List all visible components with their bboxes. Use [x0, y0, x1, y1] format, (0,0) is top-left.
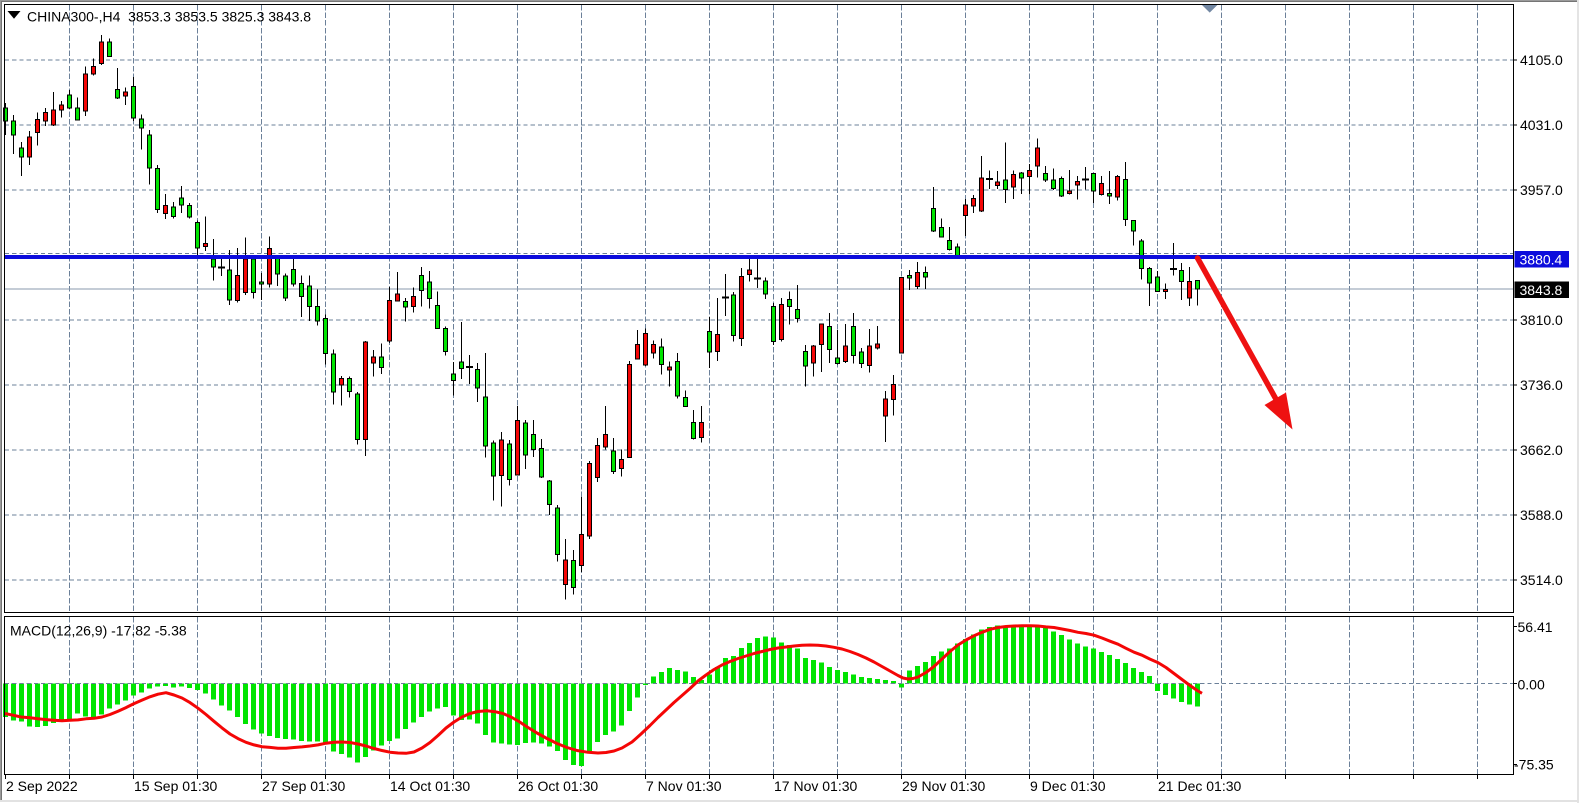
svg-text:4031.0: 4031.0	[1520, 117, 1563, 133]
svg-text:21 Dec 01:30: 21 Dec 01:30	[1158, 778, 1241, 794]
svg-text:CHINA300-,H4 3853.3 3853.5 38: CHINA300-,H4 3853.3 3853.5 3825.3 3843.8	[27, 9, 311, 25]
svg-text:26 Oct 01:30: 26 Oct 01:30	[518, 778, 598, 794]
svg-text:3957.0: 3957.0	[1520, 182, 1563, 198]
svg-text:-75.35: -75.35	[1514, 757, 1554, 773]
svg-text:27 Sep 01:30: 27 Sep 01:30	[262, 778, 346, 794]
svg-text:56.41: 56.41	[1518, 619, 1553, 635]
svg-text:MACD(12,26,9) -17.82 -5.38: MACD(12,26,9) -17.82 -5.38	[10, 623, 187, 639]
svg-text:3880.4: 3880.4	[1520, 251, 1563, 267]
svg-text:3736.0: 3736.0	[1520, 377, 1563, 393]
svg-text:3514.0: 3514.0	[1520, 572, 1563, 588]
svg-text:3810.0: 3810.0	[1520, 312, 1563, 328]
svg-text:0.00: 0.00	[1518, 677, 1545, 693]
svg-text:29 Nov 01:30: 29 Nov 01:30	[902, 778, 985, 794]
svg-text:4105.0: 4105.0	[1520, 52, 1563, 68]
svg-text:14 Oct 01:30: 14 Oct 01:30	[390, 778, 470, 794]
svg-text:7 Nov 01:30: 7 Nov 01:30	[646, 778, 722, 794]
svg-text:2 Sep 2022: 2 Sep 2022	[6, 778, 78, 794]
svg-text:15 Sep 01:30: 15 Sep 01:30	[134, 778, 218, 794]
svg-text:9 Dec 01:30: 9 Dec 01:30	[1030, 778, 1106, 794]
svg-text:3588.0: 3588.0	[1520, 507, 1563, 523]
svg-text:3662.0: 3662.0	[1520, 442, 1563, 458]
svg-text:3843.8: 3843.8	[1520, 282, 1563, 298]
svg-text:17 Nov 01:30: 17 Nov 01:30	[774, 778, 857, 794]
